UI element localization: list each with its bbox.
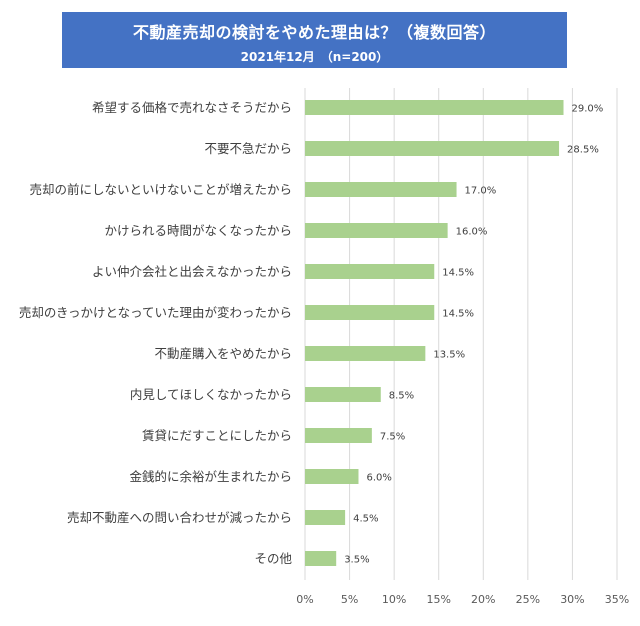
title-banner: 不動産売却の検討をやめた理由は？（複数回答） 2021年12月 （n=200） [62,12,567,68]
chart-title: 不動産売却の検討をやめた理由は？（複数回答） [132,23,496,42]
data-label: 17.0% [465,186,497,197]
data-label: 8.5% [389,391,414,402]
category-label: 売却の前にしないといけないことが増えたから [29,182,292,197]
bar [305,141,560,156]
bar [305,346,426,361]
data-label: 16.0% [456,227,488,238]
x-tick-label: 35% [605,593,629,606]
bar [305,223,448,238]
data-label: 7.5% [380,432,405,443]
category-label: 売却不動産への問い合わせが減ったから [67,510,292,525]
bar [305,469,359,484]
data-label: 14.5% [442,268,474,279]
category-label: その他 [254,551,292,566]
x-tick-label: 5% [341,593,358,606]
x-tick-label: 0% [296,593,313,606]
chart-subtitle: 2021年12月 （n=200） [240,50,389,64]
bar [305,264,435,279]
category-label: 不要不急だから [204,141,292,156]
x-tick-label: 15% [426,593,450,606]
category-label: 売却のきっかけとなっていた理由が変わったから [19,305,292,320]
x-tick-label: 25% [516,593,540,606]
data-label: 14.5% [442,309,474,320]
bar [305,551,337,566]
data-label: 29.0% [572,104,604,115]
data-label: 4.5% [353,514,378,525]
bar [305,100,564,115]
data-label: 3.5% [344,555,369,566]
x-tick-label: 20% [471,593,495,606]
bar [305,387,381,402]
category-label: 金銭的に余裕が生まれたから [129,469,292,484]
category-label: 内見してほしくなかったから [130,387,292,402]
data-label: 28.5% [567,145,599,156]
bar [305,305,435,320]
x-tick-label: 10% [382,593,406,606]
category-label: 賃貸にだすことにしたから [142,428,292,443]
bar [305,510,346,525]
bar [305,182,457,197]
data-label: 13.5% [433,350,465,361]
category-label: 希望する価格で売れなさそうだから [92,100,292,115]
category-label: よい仲介会社と出会えなかったから [92,264,292,279]
category-label: かけられる時間がなくなったから [104,223,292,238]
bar [305,428,372,443]
category-label: 不動産購入をやめたから [154,346,292,361]
x-tick-label: 30% [560,593,584,606]
data-label: 6.0% [366,473,391,484]
